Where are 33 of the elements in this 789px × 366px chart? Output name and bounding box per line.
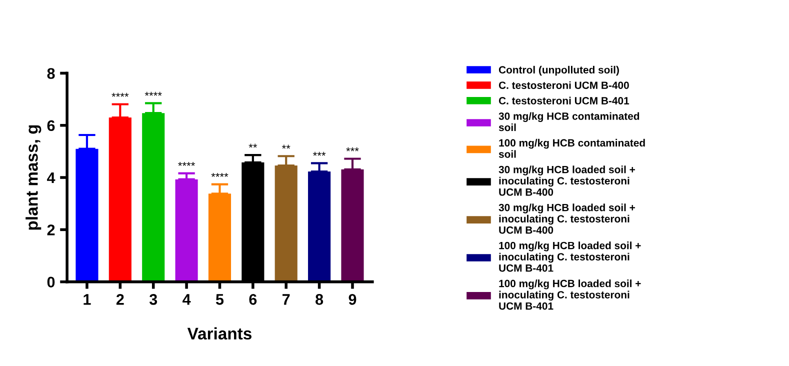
legend-label: C. testosteroni UCM B-401 (498, 96, 630, 104)
annotation: *** (312, 152, 326, 156)
legend-label: 30 mg/kg HCB loaded soil + inoculating C. testosteroni UCM B-400 (498, 204, 636, 234)
legend-label: 100 mg/kg HCB contaminated soil (498, 138, 645, 158)
annotation: ** (282, 144, 290, 149)
annotation: **** (144, 92, 162, 96)
legend-label: 30 mg/kg HCB loaded soil + inoculating C. testosteroni UCM B-400 (498, 166, 636, 196)
x-tick-label: 6 (249, 294, 257, 305)
x-tick-label: 1 (84, 294, 91, 305)
x-tick-label: 7 (282, 294, 290, 305)
y-tick-label: 2 (47, 224, 55, 236)
legend-label: Control (unpolluted soil) (498, 66, 619, 76)
x-tick-label: 9 (348, 294, 356, 305)
x-tick-label: 2 (116, 294, 124, 305)
annotation: **** (112, 92, 129, 97)
annotation: **** (178, 162, 196, 166)
x-tick-label: 4 (182, 294, 191, 305)
annotation: *** (346, 147, 359, 152)
y-tick-label: 8 (47, 68, 55, 79)
y-tick-label: 6 (47, 120, 55, 132)
legend-label: 100 mg/kg HCB loaded soil + inoculating C. testosteroni UCM B-401 (499, 242, 641, 272)
y-tick-label: 0 (47, 276, 55, 288)
y-axis-title: plant mass, g (26, 125, 42, 230)
y-tick-label: 4 (46, 172, 56, 184)
legend-label: C. testosteroni UCM B-400 (498, 81, 629, 89)
x-axis-title: Variants (187, 327, 252, 340)
x-tick-label: 8 (316, 294, 324, 305)
legend-label: 100 mg/kg HCB loaded soil + inoculating C. testosteroni UCM B-401 (499, 280, 641, 310)
annotation: ** (248, 144, 258, 148)
legend-label: 30 mg/kg HCB contaminated soil (498, 112, 640, 132)
x-tick-label: 3 (149, 294, 158, 305)
annotation: **** (211, 172, 228, 177)
x-tick-label: 5 (216, 294, 224, 305)
